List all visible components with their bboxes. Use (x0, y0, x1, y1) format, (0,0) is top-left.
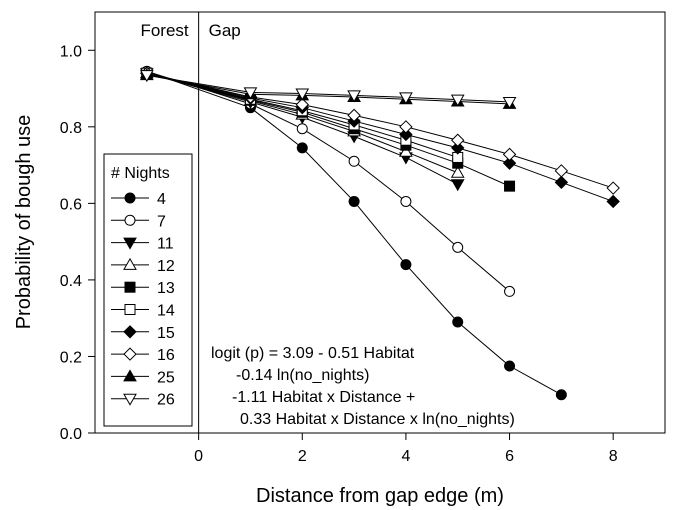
data-point-15 (399, 127, 413, 142)
equation-line-4: 0.33 Habitat x Distance x ln(no_nights) (240, 411, 515, 428)
legend-items: 4 7 11 12 13 14 15 16 25 26 (111, 191, 175, 409)
y-tick-label: 0.0 (60, 426, 82, 443)
data-point-26 (243, 87, 258, 100)
legend-title: # Nights (111, 165, 170, 182)
region-label-forest: Forest (140, 21, 188, 40)
data-point-26 (295, 88, 310, 101)
legend-label: 4 (157, 191, 166, 208)
legend-marker (123, 393, 137, 406)
x-axis-ticks: 0 2 4 6 8 (194, 433, 618, 465)
y-axis-title: Probability of bough use (13, 115, 35, 330)
legend-label: 25 (157, 369, 175, 386)
y-tick-label: 0.2 (60, 349, 82, 366)
data-point-26 (347, 90, 361, 103)
model-equation: logit (p) = 3.09 - 0.51 Habitat -0.14 ln… (211, 345, 515, 428)
data-point-4 (504, 360, 516, 372)
equation-line-1: logit (p) = 3.09 - 0.51 Habitat (211, 345, 415, 362)
legend-item-16: 16 (111, 347, 175, 364)
data-point-26 (502, 96, 517, 109)
legend-item-12: 12 (111, 257, 175, 275)
data-point-4 (296, 142, 308, 154)
data-point-16 (399, 120, 413, 134)
data-point-15 (451, 141, 465, 155)
legend-marker (123, 325, 137, 339)
series-line-12 (146, 72, 458, 174)
legend-item-11: 11 (111, 236, 174, 253)
legend-item-26: 26 (111, 392, 175, 409)
legend-item-4: 4 (111, 191, 166, 208)
data-point-16 (295, 97, 309, 112)
data-point-16 (347, 108, 361, 123)
series-line-11 (146, 72, 458, 185)
legend-marker (123, 369, 137, 382)
series-line-4 (146, 70, 562, 396)
data-point-4 (400, 259, 412, 271)
legend-marker (124, 304, 136, 315)
data-point-4 (348, 195, 360, 207)
data-point-26 (399, 92, 413, 105)
legend-label: 16 (157, 347, 175, 364)
data-point-11 (450, 179, 465, 192)
y-tick-label: 0.4 (60, 273, 82, 290)
legend: # Nights 4 7 11 12 13 14 15 16 25 26 (103, 153, 193, 427)
data-point-7 (400, 195, 412, 207)
data-point-7 (452, 241, 464, 253)
legend-marker (124, 281, 136, 293)
data-point-12 (399, 144, 413, 157)
data-point-16 (606, 181, 620, 195)
legend-marker (123, 257, 137, 270)
legend-label: 26 (157, 392, 175, 409)
series-26 (139, 70, 517, 109)
legend-marker (123, 237, 137, 250)
legend-item-7: 7 (111, 213, 166, 230)
plot-area-frame (94, 11, 666, 434)
equation-line-2: -0.14 ln(no_nights) (236, 367, 369, 384)
legend-item-15: 15 (111, 325, 175, 342)
legend-marker (124, 192, 136, 204)
data-point-16 (451, 133, 465, 147)
data-point-12 (450, 165, 465, 178)
x-tick-label: 6 (505, 448, 514, 465)
data-point-7 (504, 285, 516, 297)
y-tick-label: 0.8 (60, 120, 82, 137)
data-point-15 (502, 156, 517, 170)
y-tick-label: 1.0 (60, 43, 82, 60)
legend-label: 13 (157, 280, 175, 297)
legend-marker (123, 347, 137, 361)
legend-label: 7 (157, 213, 166, 230)
x-tick-label: 0 (194, 448, 203, 465)
legend-marker (124, 214, 136, 226)
data-point-15 (606, 194, 620, 209)
data-point-7 (296, 123, 308, 135)
data-point-4 (555, 389, 567, 401)
legend-label: 12 (157, 258, 175, 275)
data-point-26 (450, 94, 465, 107)
data-point-7 (348, 155, 360, 167)
x-tick-label: 4 (401, 448, 410, 465)
data-point-16 (502, 147, 517, 162)
legend-label: 14 (157, 303, 175, 320)
data-point-4 (452, 316, 464, 328)
y-axis-ticks: 0.0 0.2 0.4 0.6 0.8 1.0 (60, 43, 95, 443)
legend-label: 15 (157, 325, 175, 342)
data-point-13 (504, 180, 516, 192)
series-layer (139, 65, 620, 401)
data-point-16 (554, 164, 569, 178)
legend-item-25: 25 (111, 369, 175, 386)
legend-item-14: 14 (111, 303, 175, 320)
legend-item-13: 13 (111, 280, 175, 297)
y-tick-label: 0.6 (60, 196, 82, 213)
data-point-15 (554, 175, 569, 190)
legend-label: 11 (157, 236, 174, 253)
legend-box (103, 153, 193, 427)
series-line-14 (146, 72, 458, 158)
equation-line-3: -1.11 Habitat x Distance + (232, 389, 415, 406)
x-axis-title: Distance from gap edge (m) (256, 485, 504, 507)
x-tick-label: 2 (298, 448, 307, 465)
x-tick-label: 8 (609, 448, 618, 465)
region-label-gap: Gap (209, 21, 241, 40)
data-point-26 (139, 70, 154, 83)
